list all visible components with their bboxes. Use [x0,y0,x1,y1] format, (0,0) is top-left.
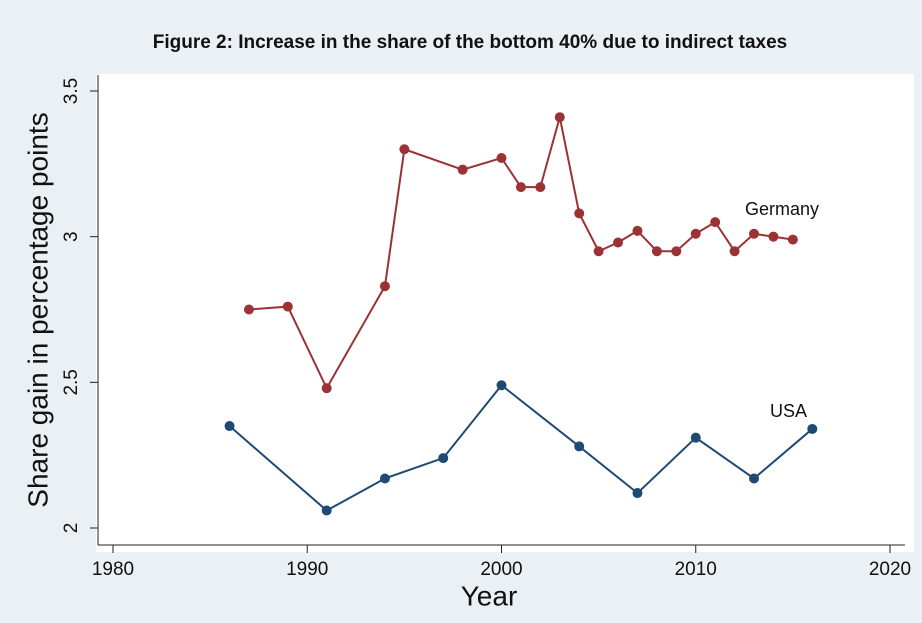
y-tick-label: 2 [61,523,82,534]
data-point [613,237,624,248]
data-point [768,231,779,242]
y-tick-label: 3.5 [61,78,82,104]
data-point [457,164,468,175]
x-tick-label: 2000 [480,559,522,580]
series-line [248,116,794,391]
data-point [574,441,585,452]
x-tick-label: 1990 [286,559,328,580]
data-point [651,246,662,257]
data-point [321,505,332,516]
data-point [554,112,565,123]
data-point [690,432,701,443]
data-point [224,421,235,432]
data-point [632,488,643,499]
data-point [379,473,390,484]
data-point [438,453,449,464]
chart-title: Figure 2: Increase in the share of the b… [153,32,788,53]
data-point [632,225,643,236]
x-tick-label: 2010 [675,559,717,580]
data-point [574,208,585,219]
series-label: USA [770,401,807,421]
y-tick-label: 3 [61,231,82,242]
data-point [749,473,760,484]
data-point [671,246,682,257]
series-line [228,383,813,512]
x-axis-label: Year [461,580,518,611]
data-point [749,228,760,239]
data-point [282,301,293,312]
data-point [710,217,721,228]
data-point [807,423,818,434]
data-point [515,182,526,193]
data-point [496,153,507,164]
y-axis-label: Share gain in percentage points [22,112,53,507]
x-tick-label: 1980 [92,559,134,580]
data-point [496,380,507,391]
data-point [399,144,410,155]
data-point [535,182,546,193]
data-point [593,246,604,257]
data-point [690,228,701,239]
data-point [729,246,740,257]
plot-area [96,74,914,552]
y-tick-label: 2.5 [61,369,82,395]
data-point [321,383,332,394]
data-point [379,281,390,292]
series-label: Germany [745,199,819,219]
data-point [243,304,254,315]
x-tick-label: 2020 [869,559,911,580]
data-point [787,234,798,245]
